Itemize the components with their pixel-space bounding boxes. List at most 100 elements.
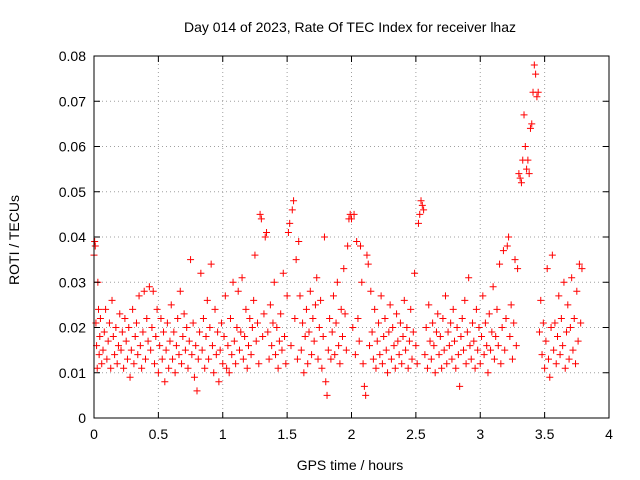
data-point <box>533 93 541 101</box>
data-point <box>305 328 313 336</box>
data-point <box>538 351 546 359</box>
data-point <box>336 360 344 368</box>
data-point <box>318 364 326 372</box>
data-point <box>394 337 402 345</box>
data-point <box>355 337 363 345</box>
data-point <box>496 260 504 268</box>
data-point <box>114 342 122 350</box>
data-point <box>363 251 371 259</box>
data-point <box>92 319 100 327</box>
data-point <box>376 351 384 359</box>
data-point <box>199 314 207 322</box>
data-point <box>438 364 446 372</box>
data-point <box>418 201 426 209</box>
data-point <box>508 355 516 363</box>
data-point <box>478 333 486 341</box>
data-point <box>547 324 555 331</box>
data-point <box>541 364 549 372</box>
data-point <box>443 360 451 368</box>
data-point <box>181 346 189 354</box>
data-point <box>314 355 322 363</box>
data-point <box>359 360 367 368</box>
data-point <box>257 215 265 223</box>
data-point <box>381 314 389 322</box>
data-point <box>548 251 556 259</box>
data-point <box>266 301 274 309</box>
data-point <box>147 346 155 354</box>
data-point <box>535 328 543 336</box>
data-point <box>448 355 456 363</box>
data-point <box>386 301 394 309</box>
data-point <box>391 364 399 372</box>
data-point <box>358 278 366 286</box>
data-point <box>493 305 501 313</box>
data-point <box>416 210 424 218</box>
data-point <box>324 346 332 354</box>
data-point <box>537 296 545 304</box>
data-point <box>245 342 252 350</box>
data-point <box>408 355 416 363</box>
data-point <box>205 355 213 363</box>
data-point <box>447 319 455 327</box>
data-point <box>402 346 410 354</box>
data-point <box>573 287 581 295</box>
data-point <box>188 351 196 359</box>
data-point <box>454 351 462 359</box>
data-point <box>375 319 383 327</box>
data-point <box>290 197 298 205</box>
data-point <box>131 333 139 341</box>
data-point <box>248 324 256 331</box>
data-point <box>390 342 398 350</box>
data-point <box>542 337 550 345</box>
data-point <box>96 314 104 322</box>
data-point <box>357 242 365 250</box>
data-point <box>427 355 435 363</box>
data-point <box>247 351 255 359</box>
data-point <box>299 319 307 327</box>
data-point <box>439 314 447 322</box>
data-point <box>111 351 119 359</box>
data-point <box>378 360 386 368</box>
data-point <box>130 360 138 368</box>
data-point <box>217 319 225 327</box>
data-point <box>102 305 110 313</box>
data-point <box>238 274 246 282</box>
data-point <box>224 342 232 350</box>
x-tick-label: 4 <box>605 426 613 442</box>
data-point <box>398 360 406 368</box>
data-point <box>190 373 198 381</box>
data-point <box>384 369 392 377</box>
data-point <box>237 328 245 336</box>
data-point <box>250 296 258 304</box>
data-point <box>319 333 327 341</box>
data-point <box>254 319 262 327</box>
data-point <box>208 342 216 350</box>
data-point <box>243 364 251 372</box>
data-point <box>118 328 126 336</box>
data-point <box>323 391 331 399</box>
data-point <box>354 314 362 322</box>
data-point <box>409 328 417 336</box>
data-point <box>494 342 502 350</box>
data-point <box>206 324 214 331</box>
data-point <box>413 360 421 368</box>
data-point <box>256 210 264 218</box>
data-point <box>165 364 173 372</box>
x-tick-label: 2 <box>348 426 356 442</box>
data-point <box>407 305 415 313</box>
data-point <box>157 314 165 322</box>
data-point <box>260 310 268 318</box>
data-point <box>373 337 381 345</box>
data-point <box>484 369 492 377</box>
data-point <box>162 346 170 354</box>
data-point <box>441 292 449 300</box>
data-point <box>197 269 205 277</box>
data-point <box>469 319 477 327</box>
data-point <box>367 287 375 295</box>
data-point <box>552 360 560 368</box>
data-point <box>284 228 292 236</box>
data-point <box>431 369 439 377</box>
data-point <box>143 314 151 322</box>
data-point <box>255 360 263 368</box>
